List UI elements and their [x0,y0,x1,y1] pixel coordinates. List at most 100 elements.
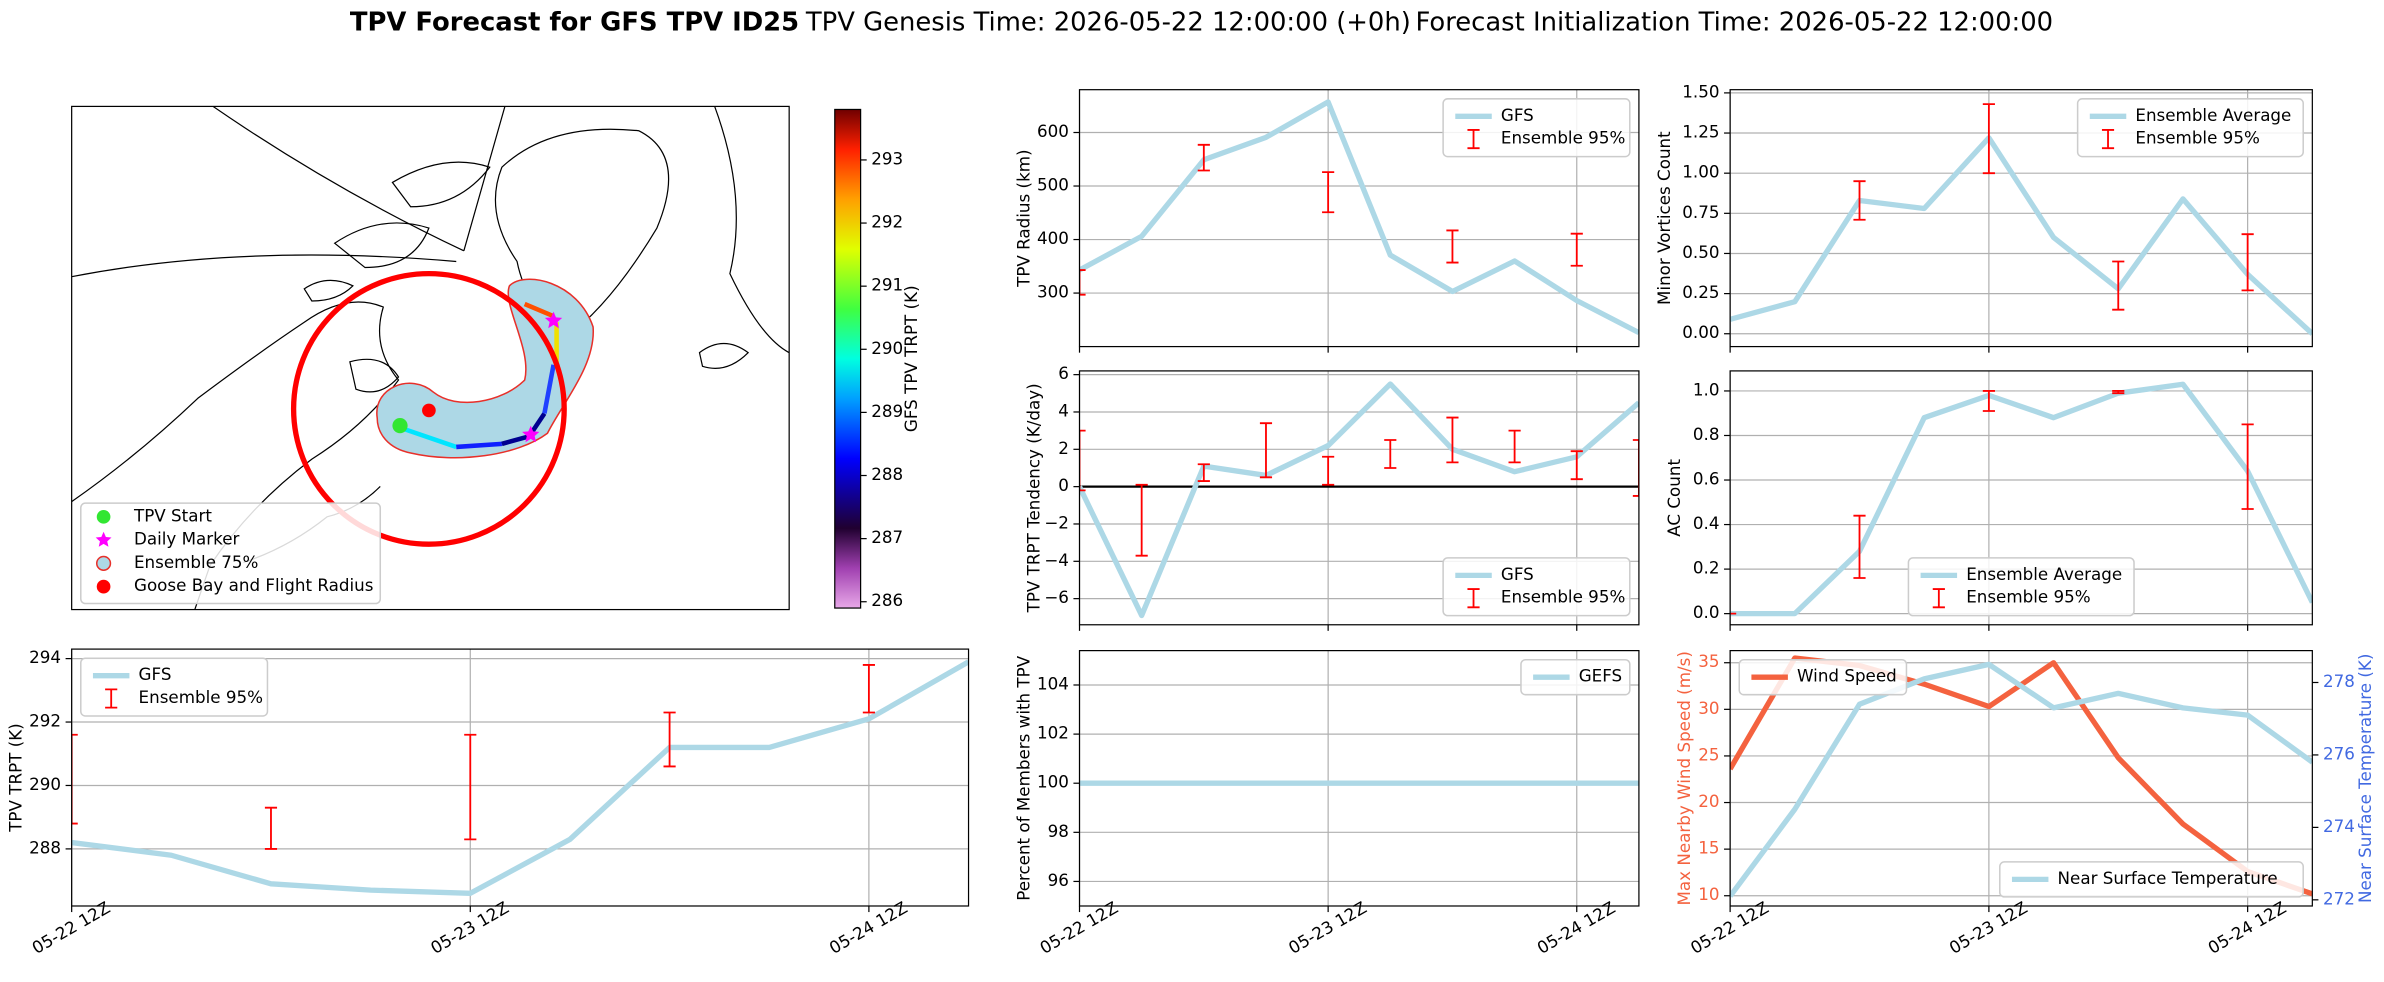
colorbar-tick-label: 290 [871,338,903,358]
y-tick-label: 272 [2323,888,2355,908]
track [397,424,457,450]
y-axis-label: Minor Vortices Count [1654,131,1674,305]
legend-box [2076,98,2304,158]
legend-label: GFS [1501,105,1534,125]
axes-frame [1729,370,2313,626]
error-bar [1853,514,1866,579]
legend-label: Ensemble 75% [134,552,258,572]
axes-frame [1729,650,2313,907]
flight-radius [290,270,567,547]
coastline [303,161,491,302]
error-bar [1197,463,1210,482]
error-bar [264,806,278,850]
legend-box [80,502,382,605]
y-tick-label: 10 [1698,884,1719,904]
coastline [71,106,506,610]
error-bar [1982,103,1995,175]
axes-frame [1078,650,1640,907]
legend-marker [95,531,112,547]
plot-area [1730,381,2313,617]
legend-box [1520,658,1631,696]
y-tick-label: −6 [1044,587,1069,607]
y-tick-label: 102 [1037,723,1069,743]
error-bar [1259,422,1273,479]
legend-box [80,657,269,717]
error-bar [2112,260,2125,311]
y-tick-label: 6 [1058,363,1069,383]
y-tick-label: 278 [2323,671,2355,691]
legend-label: Wind Speed [1797,666,1897,686]
data-line [71,659,969,896]
y-tick-label: 1.50 [1682,81,1719,101]
axes-frame [1078,89,1640,348]
error-bar [1508,429,1521,464]
y-tick-label: 25 [1698,744,1719,764]
coastline [243,106,790,564]
axes-frame [1078,370,1640,626]
daily-marker [522,425,540,443]
error-bar [1384,439,1397,469]
error-bar [862,664,875,714]
legend-label: Daily Marker [134,529,240,549]
y-tick-label: 0.2 [1693,558,1720,578]
error-bar [1135,483,1148,557]
y-tick-label: 30 [1698,698,1719,718]
legend-glyph [105,688,118,709]
y-tick-label: 2 [1058,438,1069,458]
legend-label: Ensemble 95% [1501,587,1625,607]
legend-label: Ensemble Average [2135,105,2291,125]
y-tick-label: 104 [1037,673,1069,693]
y-tick-label: 20 [1698,791,1719,811]
track [542,364,556,414]
map-frame [71,105,790,611]
legend-label: Near Surface Temperature [2058,868,2278,888]
y-tick-label: 300 [1037,282,1069,302]
y-tick-label: 35 [1698,651,1719,671]
error-bar [1982,390,1995,412]
legend-label: Ensemble 95% [2135,128,2259,148]
data-line [1079,99,1639,336]
legend-box [1442,557,1631,617]
y-tick-label: 0.25 [1682,282,1719,302]
y-axis-label: Max Nearby Wind Speed (m/s) [1674,651,1694,905]
legend-label: Goose Bay and Flight Radius [134,575,373,595]
legend-box [1442,98,1631,158]
legend-marker [95,555,112,571]
colorbar-tick-label: 286 [871,590,903,610]
y-tick-label: 0.50 [1682,242,1719,262]
y-axis-label: TPV Radius (km) [1014,149,1034,287]
legend-label: Ensemble 95% [1966,587,2090,607]
y-tick-label: 96 [1048,870,1069,890]
y2-axis-label: Near Surface Temperature (K) [2355,654,2375,903]
colorbar-label: GFS TPV TRPT (K) [901,285,921,432]
colorbar-tick-label: 288 [871,464,903,484]
y-tick-label: 98 [1048,821,1069,841]
axes-frame [1729,89,2313,348]
legend-box [1738,658,1908,696]
track [456,441,503,450]
legend-label: Ensemble Average [1966,564,2122,584]
y-tick-label: 100 [1037,772,1069,792]
error-bar [1570,450,1583,481]
error-bar [71,733,78,825]
error-bar [1079,269,1086,296]
y-tick-label: 0.75 [1682,202,1719,222]
y-tick-label: 15 [1698,838,1719,858]
y-tick-label: 1.25 [1682,122,1719,142]
y-tick-label: 290 [29,774,61,794]
legend-glyph [1467,588,1480,609]
error-bar [2241,423,2254,510]
axes-frame [71,648,970,907]
title: TPV Forecast for GFS TPV ID25 [350,7,799,37]
y-tick-label: 294 [29,647,61,667]
y-tick-label: 0.4 [1693,513,1720,533]
y-tick-label: 0 [1058,475,1069,495]
y-tick-label: 0.8 [1693,424,1720,444]
legend-box [1907,557,2135,617]
y-axis-label: Percent of Members with TPV [1014,655,1034,901]
goose-bay [422,403,436,418]
coastline [494,128,670,339]
data-line [1730,381,2313,617]
